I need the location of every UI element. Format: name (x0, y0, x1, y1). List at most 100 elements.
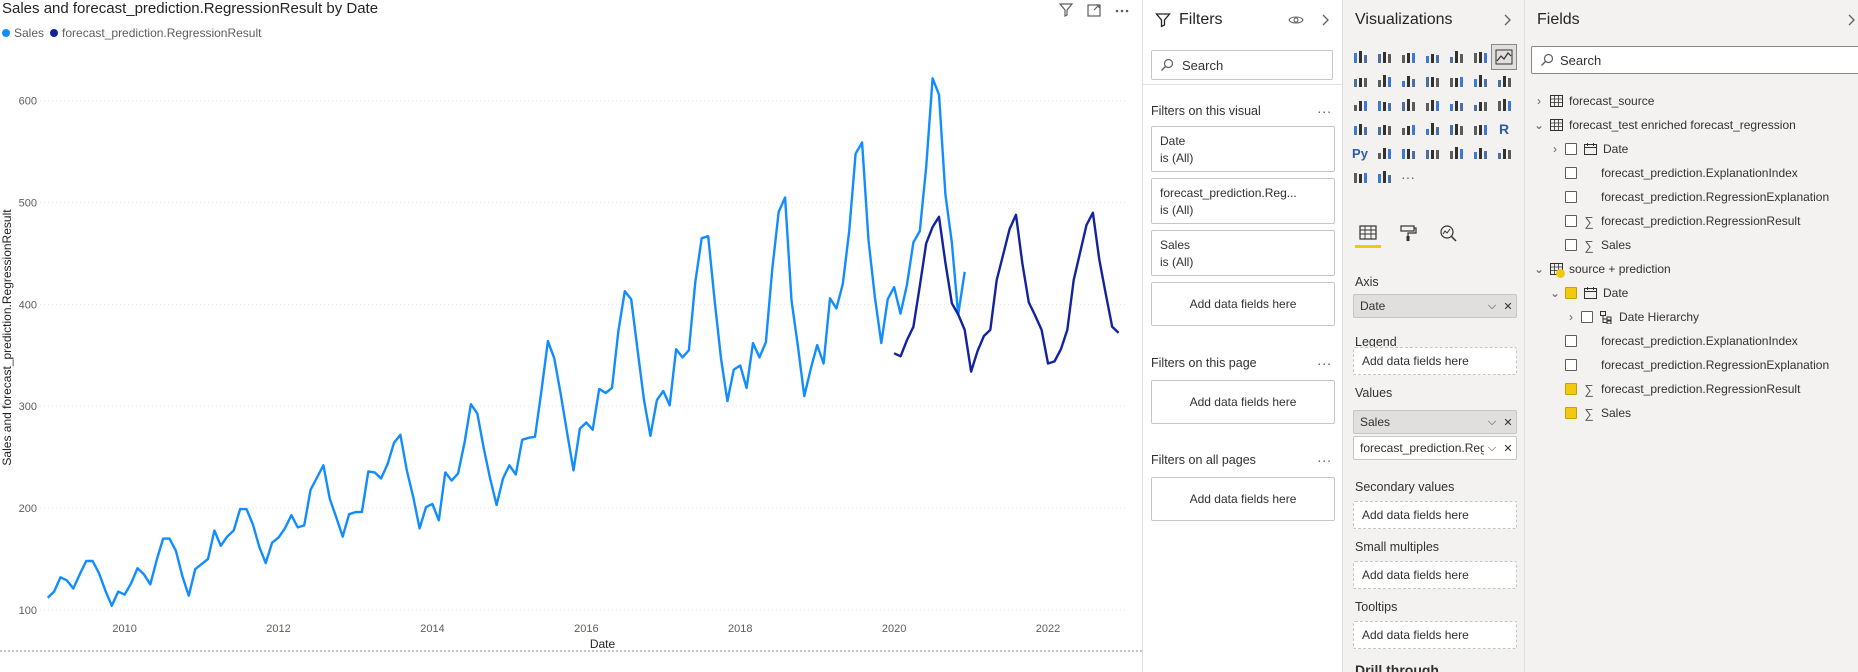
legend-item-sales[interactable]: Sales (2, 26, 44, 40)
chevron-down-icon[interactable]: ⌄ (1533, 262, 1545, 276)
chevron-down-icon[interactable]: ⌵ (1487, 415, 1497, 428)
remove-field-icon[interactable]: ✕ (1503, 442, 1513, 455)
treemap-icon[interactable] (1420, 93, 1444, 117)
chevron-down-icon[interactable]: ⌄ (1549, 286, 1561, 300)
field-checkbox[interactable] (1581, 311, 1593, 323)
field-t3-date-hierarchy[interactable]: › Date Hierarchy (1565, 307, 1699, 327)
field-checkbox-checked[interactable] (1565, 407, 1577, 419)
r-visual-icon[interactable]: R (1498, 121, 1510, 137)
format-tab[interactable] (1395, 218, 1421, 248)
filters-visual-add-field[interactable]: Add data fields here (1151, 282, 1335, 326)
eye-icon[interactable] (1288, 13, 1304, 32)
power-automate-icon[interactable] (1372, 165, 1396, 189)
clustered-bar-icon[interactable] (1396, 45, 1420, 69)
values-well-field-sales[interactable]: Sales ⌵ ✕ (1353, 410, 1517, 434)
filter-card-date[interactable]: Date is (All) (1151, 126, 1335, 172)
field-t3-date[interactable]: ⌄ Date (1549, 283, 1628, 303)
clustered-column-icon[interactable] (1420, 45, 1444, 69)
donut-chart-icon[interactable] (1396, 93, 1420, 117)
fields-tab[interactable] (1355, 218, 1381, 248)
key-influencers-icon[interactable] (1372, 141, 1396, 165)
decomposition-tree-icon[interactable] (1396, 141, 1420, 165)
table-forecast-source[interactable]: › forecast_source (1533, 91, 1654, 111)
field-checkbox[interactable] (1565, 143, 1577, 155)
scatter-chart-icon[interactable] (1348, 93, 1372, 117)
field-checkbox[interactable] (1565, 239, 1577, 251)
field-t2-regression-result[interactable]: ∑ forecast_prediction.RegressionResult (1565, 211, 1800, 231)
analytics-tab[interactable] (1435, 218, 1461, 248)
secondary-values-well-drop[interactable]: Add data fields here (1353, 501, 1517, 529)
filters-page-add-field[interactable]: Add data fields here (1151, 380, 1335, 424)
line-chart-icon[interactable] (1491, 44, 1517, 70)
qa-icon[interactable] (1420, 141, 1444, 165)
collapse-visualizations-icon[interactable] (1502, 13, 1512, 32)
filters-on-visual-more[interactable]: ... (1317, 100, 1332, 116)
100-stacked-column-icon[interactable] (1468, 45, 1492, 69)
field-checkbox-checked[interactable] (1565, 383, 1577, 395)
more-visuals-icon[interactable]: ··· (1401, 169, 1415, 185)
filter-card-regression-result[interactable]: forecast_prediction.Reg... is (All) (1151, 178, 1335, 224)
filters-on-page-more[interactable]: ... (1317, 352, 1332, 368)
legend-item-regression-result[interactable]: forecast_prediction.RegressionResult (50, 26, 261, 40)
100-stacked-bar-icon[interactable] (1444, 45, 1468, 69)
remove-field-icon[interactable]: ✕ (1503, 300, 1513, 313)
field-checkbox-checked[interactable] (1565, 287, 1577, 299)
map-icon[interactable] (1444, 93, 1468, 117)
kpi-icon[interactable] (1396, 117, 1420, 141)
chevron-down-icon[interactable]: ⌄ (1533, 118, 1545, 132)
field-checkbox[interactable] (1565, 359, 1577, 371)
field-t3-regression-explanation[interactable]: forecast_prediction.RegressionExplanatio… (1565, 355, 1829, 375)
filters-all-pages-more[interactable]: ... (1317, 449, 1332, 465)
area-chart-icon[interactable] (1348, 69, 1372, 93)
field-checkbox[interactable] (1565, 215, 1577, 227)
fields-search-input[interactable]: Search (1531, 46, 1858, 74)
funnel-chart-icon[interactable] (1492, 69, 1516, 93)
table-forecast-test-enriched[interactable]: ⌄ forecast_test enriched forecast_regres… (1533, 115, 1796, 135)
multi-row-card-icon[interactable] (1372, 117, 1396, 141)
filters-search-input[interactable]: Search (1151, 50, 1333, 80)
chevron-right-icon[interactable]: › (1537, 94, 1541, 108)
chevron-down-icon[interactable]: ⌵ (1487, 299, 1497, 312)
field-t2-date[interactable]: › Date (1549, 139, 1628, 159)
field-t3-explanation-index[interactable]: forecast_prediction.ExplanationIndex (1565, 331, 1798, 351)
chevron-down-icon[interactable]: ⌵ (1487, 441, 1497, 454)
table-visual-icon[interactable] (1444, 117, 1468, 141)
remove-field-icon[interactable]: ✕ (1503, 416, 1513, 429)
ribbon-chart-icon[interactable] (1444, 69, 1468, 93)
gauge-icon[interactable] (1492, 93, 1516, 117)
legend-well-drop[interactable]: Add data fields here (1353, 347, 1517, 375)
field-checkbox[interactable] (1565, 335, 1577, 347)
matrix-icon[interactable] (1468, 117, 1492, 141)
field-t2-sales[interactable]: ∑ Sales (1565, 235, 1631, 255)
stacked-bar-icon[interactable] (1348, 45, 1372, 69)
filled-map-icon[interactable] (1468, 93, 1492, 117)
filter-icon[interactable] (1058, 2, 1076, 20)
axis-well-field[interactable]: Date ⌵ ✕ (1353, 294, 1517, 318)
chevron-right-icon[interactable]: › (1569, 310, 1573, 324)
line-chart-visual[interactable]: 100 200 300 400 500 600 2010 2012 2014 2016 2018 20… (0, 0, 1142, 672)
stacked-column-icon[interactable] (1372, 45, 1396, 69)
field-checkbox[interactable] (1565, 167, 1577, 179)
narrative-icon[interactable] (1444, 141, 1468, 165)
small-multiples-well-drop[interactable]: Add data fields here (1353, 561, 1517, 589)
chevron-right-icon[interactable]: › (1553, 142, 1557, 156)
field-t3-sales[interactable]: ∑ Sales (1565, 403, 1631, 423)
field-t3-regression-result[interactable]: ∑ forecast_prediction.RegressionResult (1565, 379, 1800, 399)
pie-chart-icon[interactable] (1372, 93, 1396, 117)
values-well-field-regression[interactable]: forecast_prediction.Regr ⌵ ✕ (1353, 436, 1517, 460)
slicer-icon[interactable] (1420, 117, 1444, 141)
card-icon[interactable] (1348, 117, 1372, 141)
waterfall-icon[interactable] (1468, 69, 1492, 93)
line-clustered-column-icon[interactable] (1420, 69, 1444, 93)
filter-card-sales[interactable]: Sales is (All) (1151, 230, 1335, 276)
more-options-icon[interactable] (1114, 2, 1132, 20)
collapse-filters-icon[interactable] (1320, 13, 1330, 32)
line-column-icon[interactable] (1396, 69, 1420, 93)
field-checkbox[interactable] (1565, 191, 1577, 203)
table-source-prediction[interactable]: ⌄ source + prediction (1533, 259, 1671, 279)
collapse-fields-icon[interactable] (1846, 13, 1856, 32)
stacked-area-icon[interactable] (1372, 69, 1396, 93)
paginated-report-icon[interactable] (1468, 141, 1492, 165)
python-visual-icon[interactable]: Py (1352, 145, 1368, 161)
field-t2-regression-explanation[interactable]: forecast_prediction.RegressionExplanatio… (1565, 187, 1829, 207)
